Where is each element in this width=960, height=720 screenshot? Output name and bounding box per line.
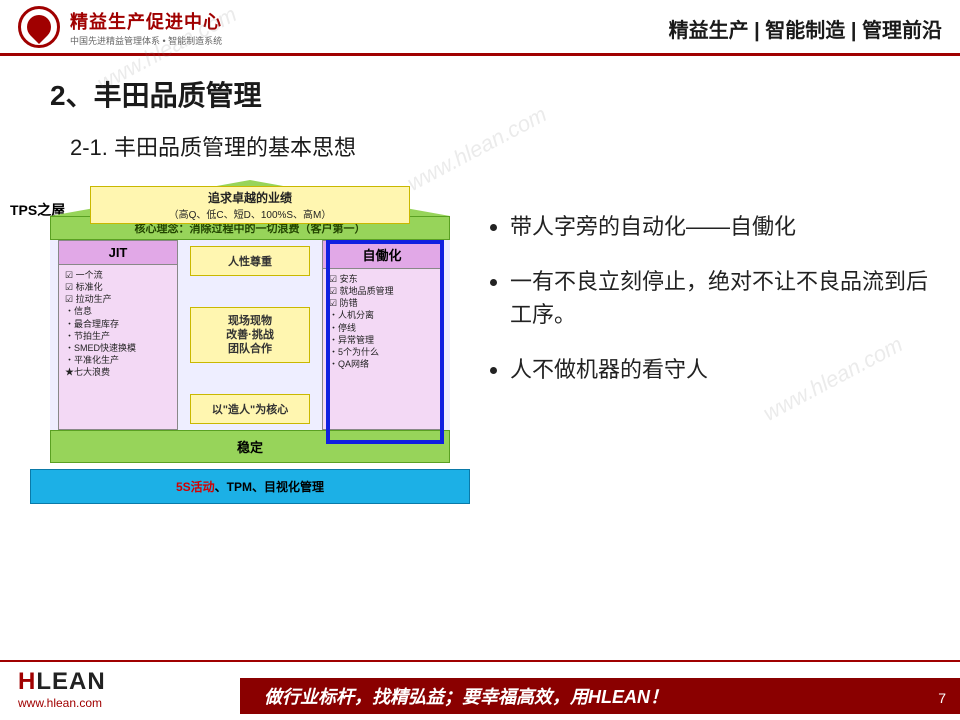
- bullet-item: 带人字旁的自动化——自働化: [510, 210, 930, 243]
- footer-url: www.hlean.com: [18, 696, 106, 710]
- header: 精益生产促进中心 中国先进精益管理体系 • 智能制造系统 精益生产 | 智能制造…: [0, 0, 960, 56]
- logo-title: 精益生产促进中心: [70, 8, 222, 34]
- page-number: 7: [938, 690, 946, 706]
- center-box-1: 人性尊重: [190, 246, 310, 276]
- header-tagline: 精益生产 | 智能制造 | 管理前沿: [669, 14, 942, 43]
- footer: HLEAN www.hlean.com 做行业标杆，找精弘益；要幸福高效，用HL…: [0, 660, 960, 720]
- pillar-jit: JIT 一个流标准化拉动生产信息最合理库存节拍生产SMED快速换模平准化生产七大…: [58, 240, 178, 430]
- logo-subtitle: 中国先进精益管理体系 • 智能制造系统: [70, 34, 222, 47]
- house-base-1: 稳定: [50, 430, 450, 463]
- logo-icon: [18, 6, 60, 48]
- footer-logo: HLEAN: [18, 668, 106, 696]
- bullet-list: 带人字旁的自动化——自働化一有不良立刻停止，绝对不让不良品流到后工序。人不做机器…: [460, 180, 930, 408]
- center-box-2: 现场现物改善·挑战团队合作: [190, 307, 310, 364]
- house-pillars: JIT 一个流标准化拉动生产信息最合理库存节拍生产SMED快速换模平准化生产七大…: [50, 240, 450, 430]
- roof-text: 追求卓越的业绩 （高Q、低C、短D、100%S、高M）: [90, 186, 410, 224]
- bullet-item: 一有不良立刻停止，绝对不让不良品流到后工序。: [510, 265, 930, 331]
- tps-house-diagram: TPS之屋 追求卓越的业绩 （高Q、低C、短D、100%S、高M） 核心理念：消…: [50, 180, 460, 504]
- center-column: 人性尊重 现场现物改善·挑战团队合作 以"造人"为核心: [190, 240, 310, 430]
- house-base-2: 5S活动、TPM、目视化管理: [30, 469, 470, 504]
- pillar-jit-body: 一个流标准化拉动生产信息最合理库存节拍生产SMED快速换模平准化生产七大浪费: [59, 265, 177, 382]
- bullet-item: 人不做机器的看守人: [510, 353, 930, 386]
- pillar-jidoka-body: 安东就地品质管理防错人机分离停线异常管理5个为什么QA网络: [323, 269, 441, 374]
- roof-line1: 追求卓越的业绩: [95, 189, 405, 206]
- sub-title: 2-1. 丰田品质管理的基本思想: [70, 130, 930, 162]
- section-title: 2、丰田品质管理: [50, 74, 930, 114]
- pillar-jidoka-title: 自働化: [323, 241, 441, 269]
- main-content: 2、丰田品质管理 2-1. 丰田品质管理的基本思想 TPS之屋 追求卓越的业绩 …: [0, 56, 960, 656]
- center-box-3: 以"造人"为核心: [190, 394, 310, 424]
- pillar-jidoka: 自働化 安东就地品质管理防错人机分离停线异常管理5个为什么QA网络: [322, 240, 442, 430]
- roof-line2: （高Q、低C、短D、100%S、高M）: [95, 206, 405, 221]
- logo-area: 精益生产促进中心 中国先进精益管理体系 • 智能制造系统: [18, 6, 222, 48]
- footer-slogan: 做行业标杆，找精弘益；要幸福高效，用HLEAN！: [240, 678, 960, 714]
- pillar-jit-title: JIT: [59, 241, 177, 265]
- base2-red: 5S活动: [176, 480, 215, 494]
- base2-rest: 、TPM、目视化管理: [215, 480, 324, 494]
